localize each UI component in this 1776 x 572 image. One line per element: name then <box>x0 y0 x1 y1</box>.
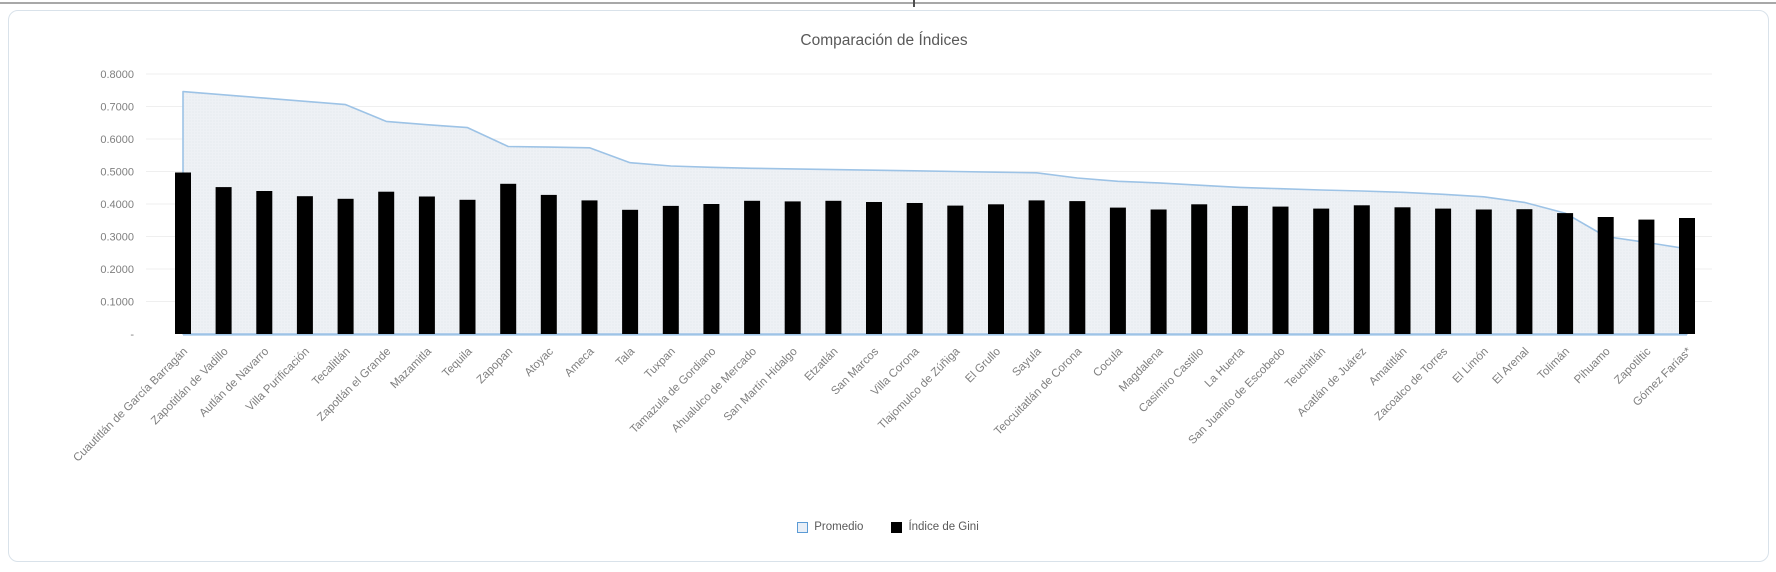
y-tick-label: 0.4000 <box>100 199 134 211</box>
x-axis-label: El Grullo <box>963 346 1003 386</box>
x-axis-label: Tlajomulco de Zúñiga <box>876 345 963 432</box>
x-axis-label: Cocula <box>1091 345 1125 379</box>
y-tick-label: 0.5000 <box>100 167 134 179</box>
bar-gini <box>215 187 232 334</box>
bar-gini <box>1353 205 1370 334</box>
bar-gini <box>1597 217 1614 334</box>
x-axis-label: Ameca <box>563 345 597 379</box>
bar-gini <box>744 200 761 335</box>
x-axis-label: Zapotiltic <box>1612 345 1653 386</box>
bar-gini <box>1638 219 1655 334</box>
legend-gini-label: Índice de Gini <box>908 521 979 533</box>
x-axis-label: Pihuamo <box>1572 346 1613 387</box>
bar-gini <box>825 200 842 335</box>
x-axis-label: Autlán de Navarro <box>197 346 271 420</box>
bar-gini <box>540 194 557 334</box>
bar-gini <box>459 199 476 334</box>
bar-gini <box>662 205 679 334</box>
x-axis-label: Tuxpan <box>643 346 678 381</box>
x-axis-label: Atoyac <box>523 345 557 379</box>
bar-gini <box>1150 209 1167 334</box>
y-tick-label: 0.3000 <box>100 232 134 244</box>
bar-gini <box>500 183 517 334</box>
x-axis-label: Tolimán <box>1536 346 1573 383</box>
bar-gini <box>1191 204 1208 334</box>
x-axis-label: El Arenal <box>1490 346 1531 387</box>
bar-gini <box>703 204 720 334</box>
bar-gini <box>1028 200 1045 334</box>
x-axis-label: El Limón <box>1451 346 1491 386</box>
bar-gini <box>784 201 801 334</box>
x-axis-label: Amatitlán <box>1367 346 1409 388</box>
y-tick-label: 0.6000 <box>100 134 134 146</box>
promedio-swatch-icon <box>797 521 809 533</box>
bar-gini <box>622 209 639 334</box>
top-cell-tick <box>913 0 915 7</box>
bar-gini <box>418 196 435 334</box>
x-axis-label: Zapopan <box>475 346 516 387</box>
x-axis-label: Tala <box>614 345 638 369</box>
bar-gini <box>1313 208 1330 334</box>
x-axis-label: Zapotitlán de Vadillo <box>149 346 231 428</box>
x-axis-label: Zacoalco de Torres <box>1373 345 1451 423</box>
y-tick-label: - <box>130 329 134 341</box>
x-axis-label: Etzatlán <box>803 346 841 384</box>
x-axis-label: Sayula <box>1010 345 1044 379</box>
bar-gini <box>1557 213 1574 334</box>
legend-item-gini: Índice de Gini <box>891 521 979 533</box>
x-axis-label: Tequila <box>440 345 475 380</box>
bar-gini <box>296 196 313 334</box>
bar-gini <box>1272 206 1289 334</box>
area-promedio <box>182 90 1688 335</box>
bar-gini <box>1394 207 1411 335</box>
chart-title: Comparación de Índices <box>800 32 967 49</box>
bar-gini <box>1516 209 1533 334</box>
top-border-rule <box>0 2 1776 4</box>
bar-gini <box>1069 201 1086 334</box>
y-tick-label: 0.7000 <box>100 102 134 114</box>
legend-promedio-label: Promedio <box>814 521 864 533</box>
bar-gini <box>988 204 1004 334</box>
bar-gini <box>947 205 964 334</box>
bar-gini <box>337 198 354 334</box>
bar-gini <box>378 191 395 334</box>
bar-gini <box>1475 209 1492 334</box>
bar-gini <box>1109 207 1126 334</box>
legend-item-promedio: Promedio <box>797 521 863 533</box>
bar-gini <box>256 191 273 334</box>
bar-gini <box>866 202 882 334</box>
bar-gini <box>1231 205 1248 334</box>
x-axis-label: Mazamitla <box>388 345 434 391</box>
x-axis-label: Tecalitlán <box>310 346 352 388</box>
y-tick-label: 0.8000 <box>100 69 134 81</box>
y-tick-label: 0.2000 <box>100 264 134 276</box>
x-axis-label: San Martín Hidalgo <box>722 346 800 424</box>
y-tick-label: 0.1000 <box>100 297 134 309</box>
x-axis-label: Acatlán de Juárez <box>1295 345 1369 419</box>
chart-legend: Promedio Índice de Gini <box>0 521 1776 533</box>
x-axis-label: Zapotlán el Grande <box>315 346 393 424</box>
bar-gini <box>175 172 191 334</box>
bar-gini <box>581 200 598 334</box>
gini-swatch-icon <box>891 521 903 533</box>
bar-gini <box>1679 218 1695 334</box>
bar-gini <box>906 203 923 334</box>
bar-gini <box>1435 208 1452 334</box>
